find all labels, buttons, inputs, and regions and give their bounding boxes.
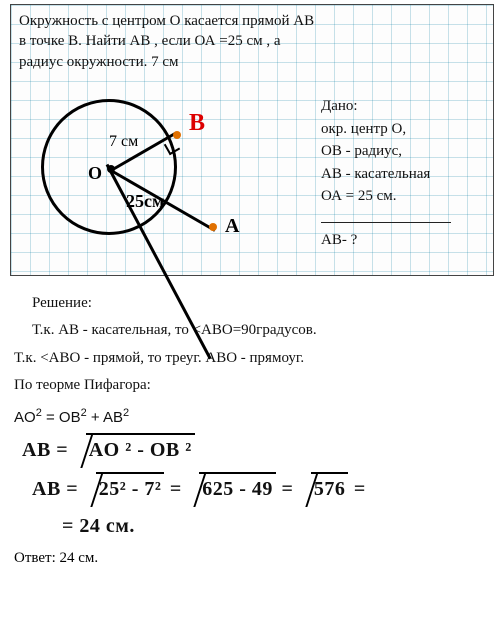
exp-2: 2: [123, 407, 129, 419]
separator-line: [321, 222, 451, 223]
label-o: O: [88, 163, 102, 184]
term-ao: AO: [14, 409, 36, 426]
handwritten-line-1: AB = AO ² - OB ²: [22, 433, 486, 466]
problem-line: радиус окружности. 7 см: [19, 52, 485, 72]
point-b: [173, 131, 181, 139]
point-a: [209, 223, 217, 231]
label-b: B: [189, 110, 205, 137]
given-item: ОВ - радиус,: [321, 140, 451, 163]
given-find: АВ- ?: [321, 229, 451, 252]
point-o: [107, 165, 115, 173]
sqrt-diff: 625 - 49: [199, 472, 276, 505]
given-title: Дано:: [321, 95, 451, 118]
exp-2: 2: [81, 407, 87, 419]
ab-lhs: AB: [22, 439, 51, 461]
formula-pythagoras: AO2 = OB2 + AB2: [14, 405, 486, 429]
term-ob: OB: [59, 409, 81, 426]
sqrt-expr: AO ² - OB ²: [86, 433, 195, 466]
solution-block: Решение: Т.к. АВ - касательная, то <АВО=…: [0, 276, 500, 542]
label-radius: 7 см: [109, 133, 138, 151]
given-item: окр. центр О,: [321, 118, 451, 141]
handwritten-line-3: = 24 см.: [62, 511, 486, 542]
problem-panel: Окружность с центром О касается прямой А…: [10, 4, 494, 276]
eq-sign: =: [354, 478, 366, 500]
label-oa-length: 25см: [126, 191, 164, 212]
given-block: Дано: окр. центр О, ОВ - радиус, АВ - ка…: [321, 95, 451, 251]
solution-step: Т.к. АВ - касательная, то <АВО=90градусо…: [32, 319, 486, 342]
problem-statement: Окружность с центром О касается прямой А…: [15, 9, 489, 74]
ab-lhs: AB: [32, 478, 61, 500]
term-ab: AB: [103, 409, 123, 426]
sqrt-numbers: 25² - 7²: [96, 472, 165, 505]
solution-header: Решение:: [32, 292, 486, 315]
final-answer: Ответ: 24 см.: [0, 550, 500, 567]
handwritten-line-2: AB = 25² - 7² = 625 - 49 = 576 =: [32, 472, 486, 505]
solution-step: Т.к. <АВО - прямой, то треуг. АВО - прям…: [14, 347, 486, 370]
plus-sign: +: [91, 409, 103, 426]
solution-step: По теорме Пифагора:: [14, 374, 486, 397]
given-item: ОА = 25 см.: [321, 185, 451, 208]
geometry-diagram: O A B 7 см 25см: [29, 83, 299, 273]
exp-2: 2: [36, 407, 42, 419]
problem-line: в точке В. Найти АВ , если ОА =25 см , а: [19, 31, 485, 51]
given-item: АВ - касательная: [321, 163, 451, 186]
sqrt-576: 576: [311, 472, 349, 505]
problem-line: Окружность с центром О касается прямой А…: [19, 11, 485, 31]
eq-sign: =: [46, 409, 59, 426]
label-a: A: [225, 215, 239, 238]
